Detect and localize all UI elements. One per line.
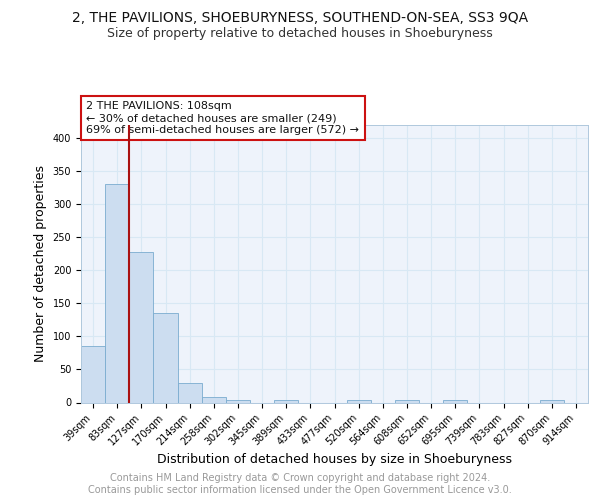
Bar bbox=[540, 400, 564, 402]
Bar bbox=[395, 400, 419, 402]
Text: Size of property relative to detached houses in Shoeburyness: Size of property relative to detached ho… bbox=[107, 28, 493, 40]
Y-axis label: Number of detached properties: Number of detached properties bbox=[34, 165, 47, 362]
Bar bbox=[129, 252, 154, 402]
Bar bbox=[443, 400, 467, 402]
Bar bbox=[105, 184, 129, 402]
Bar bbox=[347, 400, 371, 402]
Bar bbox=[178, 384, 202, 402]
X-axis label: Distribution of detached houses by size in Shoeburyness: Distribution of detached houses by size … bbox=[157, 452, 512, 466]
Bar bbox=[202, 396, 226, 402]
Bar bbox=[81, 346, 105, 403]
Bar bbox=[226, 400, 250, 402]
Bar bbox=[274, 400, 298, 402]
Text: 2 THE PAVILIONS: 108sqm
← 30% of detached houses are smaller (249)
69% of semi-d: 2 THE PAVILIONS: 108sqm ← 30% of detache… bbox=[86, 102, 359, 134]
Text: 2, THE PAVILIONS, SHOEBURYNESS, SOUTHEND-ON-SEA, SS3 9QA: 2, THE PAVILIONS, SHOEBURYNESS, SOUTHEND… bbox=[72, 11, 528, 25]
Text: Contains HM Land Registry data © Crown copyright and database right 2024.
Contai: Contains HM Land Registry data © Crown c… bbox=[88, 474, 512, 495]
Bar bbox=[154, 314, 178, 402]
